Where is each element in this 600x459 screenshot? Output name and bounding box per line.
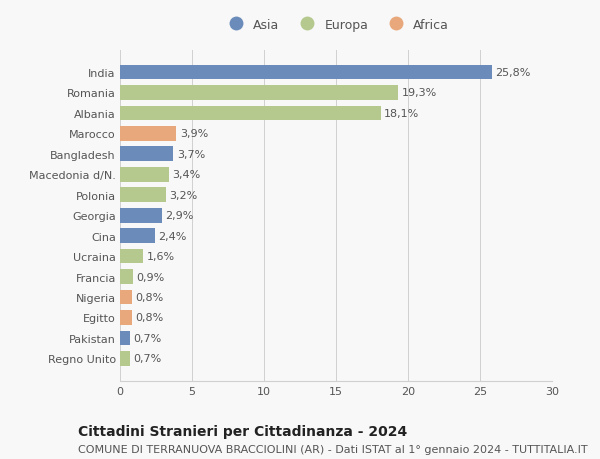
Text: 0,7%: 0,7%: [134, 333, 162, 343]
Bar: [120, 106, 380, 121]
Text: 3,7%: 3,7%: [177, 150, 205, 159]
Text: COMUNE DI TERRANUOVA BRACCIOLINI (AR) - Dati ISTAT al 1° gennaio 2024 - TUTTITAL: COMUNE DI TERRANUOVA BRACCIOLINI (AR) - …: [78, 444, 587, 454]
Bar: [120, 310, 131, 325]
Text: 2,4%: 2,4%: [158, 231, 187, 241]
Text: 0,9%: 0,9%: [137, 272, 165, 282]
Text: 3,9%: 3,9%: [180, 129, 208, 139]
Text: 25,8%: 25,8%: [495, 68, 530, 78]
Text: 2,9%: 2,9%: [166, 211, 194, 221]
Bar: [120, 147, 173, 162]
Bar: [120, 127, 176, 141]
Bar: [120, 229, 155, 243]
Bar: [120, 168, 169, 182]
Text: 0,8%: 0,8%: [135, 292, 163, 302]
Bar: [120, 269, 133, 284]
Legend: Asia, Europa, Africa: Asia, Europa, Africa: [223, 19, 449, 32]
Text: 1,6%: 1,6%: [146, 252, 175, 262]
Text: 3,2%: 3,2%: [170, 190, 198, 200]
Text: Cittadini Stranieri per Cittadinanza - 2024: Cittadini Stranieri per Cittadinanza - 2…: [78, 425, 407, 438]
Bar: [120, 351, 130, 366]
Bar: [120, 208, 162, 223]
Text: 0,8%: 0,8%: [135, 313, 163, 323]
Bar: [120, 290, 131, 305]
Text: 19,3%: 19,3%: [401, 88, 437, 98]
Text: 3,4%: 3,4%: [173, 170, 201, 180]
Bar: [120, 86, 398, 101]
Text: 18,1%: 18,1%: [384, 109, 419, 119]
Bar: [120, 66, 491, 80]
Text: 0,7%: 0,7%: [134, 353, 162, 364]
Bar: [120, 249, 143, 264]
Bar: [120, 331, 130, 346]
Bar: [120, 188, 166, 203]
